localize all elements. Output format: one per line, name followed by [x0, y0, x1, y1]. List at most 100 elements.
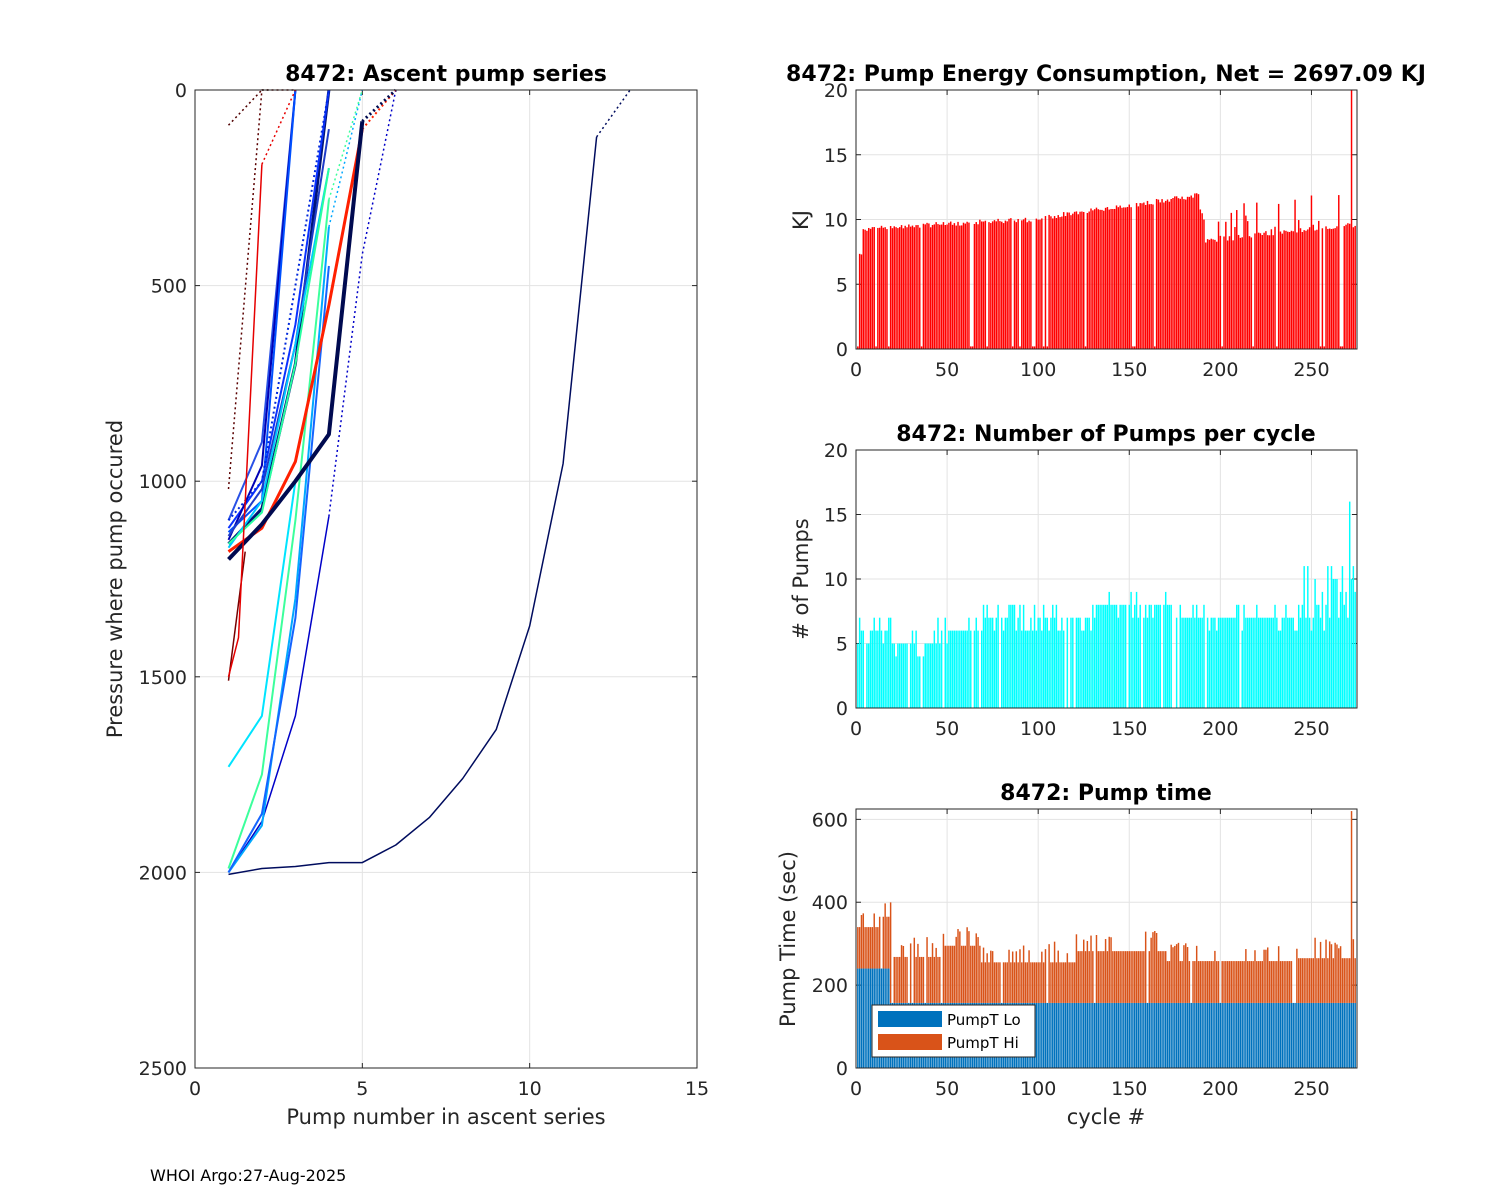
pumptime-bar-lo	[1297, 1002, 1300, 1068]
ascent-series-line	[227, 516, 330, 873]
pumptime-bar-lo	[1201, 1002, 1203, 1068]
pumptime-bar-lo	[1154, 1002, 1156, 1068]
pumps-bar	[1124, 604, 1127, 708]
energy-bar	[1083, 211, 1085, 349]
pumps-bar	[1338, 617, 1340, 708]
energy-bar	[1006, 221, 1008, 349]
pumptime-bar-lo	[1039, 1002, 1041, 1068]
pumps-bar	[1328, 617, 1331, 708]
pumptime-bar-lo	[1316, 1002, 1318, 1068]
pumps-bar	[1339, 591, 1342, 708]
pumptime-bar-lo	[1274, 1002, 1276, 1068]
pumptime-bar-lo	[1126, 1002, 1129, 1068]
pumps-bar	[1037, 617, 1039, 708]
pumps-bar	[1290, 617, 1293, 708]
ascent-xtick-label: 5	[356, 1078, 368, 1100]
energy-bar	[931, 225, 934, 349]
pumptime-bar-hi	[1030, 962, 1032, 1003]
pumptime-bar-hi	[1148, 951, 1151, 1003]
pumps-bar	[1325, 604, 1327, 708]
pumptime-bar-hi	[1323, 958, 1325, 1003]
pumps-bar	[1318, 604, 1320, 708]
energy-bar	[995, 221, 998, 349]
pumps-bar	[915, 630, 917, 708]
pumptime-bar-lo	[1141, 1002, 1143, 1068]
pumptime-bar-lo	[1256, 1002, 1258, 1068]
pumps-ytick-label: 20	[824, 440, 848, 462]
pumptime-bar-hi	[1163, 951, 1165, 1003]
pumps-bar	[1081, 630, 1083, 708]
pumptime-bar-hi	[1154, 931, 1156, 1003]
energy-bar	[960, 225, 963, 349]
pumptime-bar-hi	[1215, 961, 1218, 1003]
pumptime-bar-hi	[1243, 961, 1245, 1003]
pumps-bar	[957, 630, 959, 708]
pumptime-bar-hi	[1354, 958, 1356, 1003]
pumps-bar	[1186, 617, 1189, 708]
pumptime-bar-hi	[1172, 947, 1174, 1003]
energy-bar	[1097, 209, 1100, 349]
pumptime-bar-hi	[939, 956, 941, 1003]
energy-bar	[1228, 236, 1231, 349]
energy-bar	[1308, 227, 1311, 349]
pumptime-bar-hi	[1159, 951, 1161, 1003]
pumptime-bar-lo	[1103, 1002, 1105, 1068]
energy-bar	[1128, 204, 1130, 349]
pumps-bar	[1195, 604, 1198, 708]
pumptime-bar-hi	[986, 953, 988, 1003]
energy-bar	[939, 224, 941, 349]
energy-bar	[988, 222, 990, 349]
pumptime-bar-hi	[966, 927, 968, 1003]
pumptime-bar-lo	[1283, 1002, 1285, 1068]
pumptime-bar-hi	[1099, 951, 1101, 1003]
pumps-bar	[1121, 604, 1123, 708]
pumps-bar	[1168, 604, 1171, 708]
energy-bar	[1161, 199, 1163, 349]
pumptime-bar-hi	[1141, 951, 1143, 1003]
pumps-bar	[1345, 591, 1347, 708]
energy-bar	[1157, 199, 1160, 349]
pumptime-bar-hi	[960, 945, 963, 1003]
pumptime-bar-lo	[1183, 1002, 1185, 1068]
energy-bar	[1081, 211, 1083, 349]
pumptime-bar-lo	[1099, 1002, 1101, 1068]
pumps-bar	[1270, 617, 1273, 708]
energy-bar	[1301, 232, 1304, 349]
pumps-bar	[880, 630, 883, 708]
energy-bar	[1095, 207, 1098, 349]
pumptime-bar-hi	[1064, 962, 1067, 1003]
pumptime-bar-hi	[1108, 936, 1110, 1003]
pumptime-bar-hi	[1110, 937, 1112, 1003]
pumptime-bar-lo	[1345, 1002, 1347, 1068]
energy-bar	[1163, 202, 1165, 349]
pumps-bar	[1210, 617, 1212, 708]
pumptime-bar-hi	[1338, 948, 1340, 1003]
legend-swatch-lo	[878, 1011, 942, 1027]
pumptime-bar-lo	[1212, 1002, 1214, 1068]
pumptime-bar-lo	[1148, 1002, 1151, 1068]
ascent-ytick-label: 1500	[139, 667, 187, 689]
pumptime-bar-hi	[1267, 947, 1269, 1003]
pumps-bar	[1267, 617, 1269, 708]
pumptime-bar-lo	[1177, 1002, 1180, 1068]
legend-label-hi: PumpT Hi	[947, 1034, 1019, 1052]
pumptime-bar-hi	[1214, 950, 1216, 1003]
pumptime-bar-hi	[1019, 949, 1021, 1003]
energy-ytick-label: 15	[824, 145, 848, 167]
energy-bar	[1312, 224, 1315, 349]
ascent-series-line	[227, 168, 330, 545]
pumptime-bar-hi	[1272, 961, 1274, 1003]
pumptime-bar-lo	[1338, 1002, 1340, 1068]
energy-bar	[1041, 218, 1043, 349]
pumptime-bar-hi	[1119, 951, 1121, 1003]
pumptime-bar-hi	[1285, 961, 1287, 1003]
energy-bar	[860, 254, 863, 349]
pumps-bar	[1310, 630, 1313, 708]
energy-bar	[1245, 215, 1247, 349]
pumptime-bar-lo	[1092, 1002, 1094, 1068]
energy-bar	[1281, 233, 1284, 349]
pumps-bar	[1130, 591, 1132, 708]
pumptime-bar-lo	[1339, 1002, 1342, 1068]
energy-bar	[1327, 228, 1329, 349]
pumptime-bar-hi	[1028, 950, 1030, 1003]
